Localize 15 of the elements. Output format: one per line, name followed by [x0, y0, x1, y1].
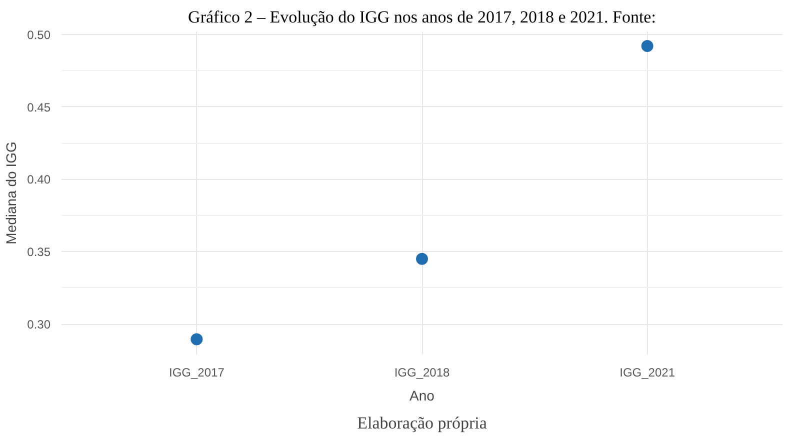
y-tick-label: 0.50	[27, 28, 51, 42]
x-tick-label: IGG_2017	[169, 366, 225, 380]
chart-title: Gráfico 2 – Evolução do IGG nos anos de 2017, 2018 e 2021. Fonte:	[188, 8, 656, 26]
y-axis-title: Mediana do IGG	[3, 142, 20, 244]
point	[416, 252, 428, 265]
y-tick-label: 0.35	[27, 245, 51, 260]
point	[641, 40, 654, 52]
y-tick-label: 0.30	[27, 318, 51, 332]
text: Elaboração própria	[357, 414, 488, 432]
x-tick-label: IGG_2021	[620, 366, 676, 380]
point	[190, 333, 203, 346]
y-tick-label: 0.40	[27, 172, 51, 187]
x-axis-title: Ano	[410, 388, 435, 404]
y-tick-label: 0.45	[27, 100, 51, 114]
x-tick-label: IGG_2018	[394, 366, 450, 380]
